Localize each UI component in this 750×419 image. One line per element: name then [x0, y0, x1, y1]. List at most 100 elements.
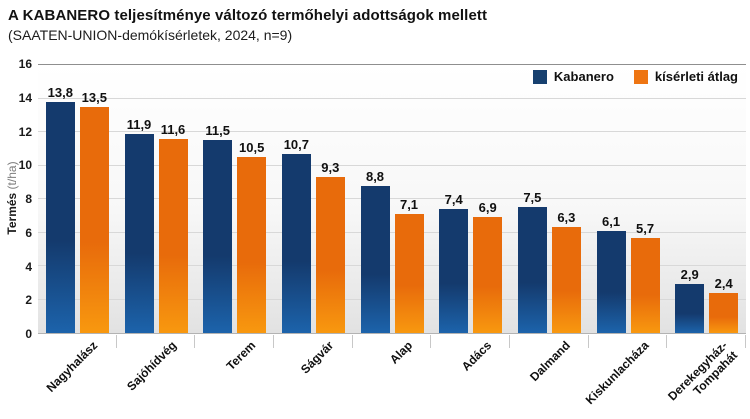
x-axis-tick	[194, 335, 196, 348]
bar-group: 11,5 10,5	[195, 65, 274, 333]
bar-column: 5,7	[630, 65, 660, 333]
y-tick-label: 2	[25, 293, 32, 308]
x-axis-tick	[587, 335, 589, 348]
legend-label: kísérleti átlag	[654, 69, 738, 84]
bar-value-label: 6,3	[557, 210, 576, 226]
bar-group: 7,5 6,3	[510, 65, 589, 333]
bar-column: 10,5	[237, 65, 267, 333]
bar-group: 11,9 11,6	[117, 65, 196, 333]
y-tick-label: 16	[18, 57, 32, 71]
x-category-label: Alap	[387, 338, 416, 367]
gridline	[38, 131, 746, 132]
x-category-label: Dalmand	[526, 338, 573, 385]
bar-value-label: 10,7	[283, 136, 309, 152]
bar-atlag	[158, 138, 188, 333]
bar-kabanero	[675, 284, 705, 333]
bar-column: 11,5	[203, 65, 233, 333]
legend-label: Kabanero	[553, 69, 614, 84]
x-category-label: Nagyhalász	[44, 338, 101, 395]
y-tick-label: 4	[25, 259, 32, 274]
gridline	[38, 97, 746, 99]
bar-atlag	[473, 217, 503, 333]
x-category-label: Adács	[458, 338, 495, 374]
x-category-label: Kiskunlacháza	[582, 338, 652, 408]
x-axis-cell: Sajóhídvég	[117, 335, 196, 419]
bar-kabanero	[517, 207, 547, 333]
legend-swatch	[633, 69, 648, 84]
x-category-label: Derekegyház- Tompahát	[664, 338, 740, 404]
y-axis-title-text: Termés	[5, 192, 19, 235]
bar-value-label: 13,8	[47, 84, 73, 100]
gridline	[38, 298, 746, 300]
bar-value-label: 13,5	[81, 89, 107, 105]
bar-group: 10,7 9,3	[274, 65, 353, 333]
legend: Kabanero kísérleti átlag	[532, 69, 738, 84]
x-axis-tick	[745, 335, 747, 348]
x-axis-cell: Terem	[195, 335, 275, 419]
bar-value-label: 2,9	[680, 267, 699, 283]
x-axis-tick	[273, 335, 275, 348]
bar-kabanero	[45, 101, 75, 333]
gridline	[38, 231, 746, 233]
bar-column: 7,1	[394, 65, 424, 333]
bar-value-label: 7,1	[399, 197, 419, 213]
bar-series: 13,8 13,5 11,9 11,6 11,5 10,5 10,7 9,3 8,8 7,1 7,4…	[38, 65, 746, 333]
bar-column: 9,3	[315, 65, 345, 333]
x-axis-cell: Nagyhalász	[38, 335, 117, 419]
x-axis-tick	[430, 335, 432, 348]
bar-value-label: 6,1	[601, 213, 621, 229]
bar-column: 10,7	[281, 65, 311, 333]
bar-atlag	[394, 214, 424, 333]
x-axis-cell: Alap	[353, 335, 432, 419]
bar-atlag	[237, 157, 267, 333]
bar-group: 8,8 7,1	[353, 65, 432, 333]
y-axis-title: Termés (t/ha)	[5, 142, 19, 254]
bar-group: 6,1 5,7	[589, 65, 668, 333]
bar-column: 8,8	[360, 65, 390, 333]
x-axis-tick	[666, 335, 668, 348]
bar-column: 11,9	[124, 65, 154, 333]
bar-group: 7,4 6,9	[431, 65, 510, 333]
y-tick-label: 12	[18, 124, 32, 139]
bar-column: 6,9	[473, 65, 503, 333]
bar-column: 2,4	[709, 65, 739, 333]
bar-column: 6,3	[551, 65, 581, 333]
x-axis-tick	[351, 335, 353, 348]
gridline	[38, 198, 746, 199]
x-axis-cell: Ságvár	[274, 335, 353, 419]
bar-kabanero	[203, 140, 233, 333]
x-axis-cell: Kiskunlacháza	[583, 335, 668, 419]
legend-swatch	[532, 69, 547, 84]
x-axis-tick	[509, 335, 511, 348]
bar-kabanero	[596, 230, 626, 333]
x-axis-cell: Derekegyház- Tompahát	[664, 335, 747, 419]
bar-column: 7,4	[439, 65, 469, 333]
legend-item: Kabanero	[532, 69, 614, 84]
legend-item: kísérleti átlag	[633, 69, 738, 84]
bar-atlag	[315, 177, 345, 333]
bar-value-label: 5,7	[635, 220, 655, 236]
gridline	[38, 164, 746, 166]
chart-title: A KABANERO teljesítménye változó termőhe…	[8, 7, 488, 24]
bar-atlag	[551, 227, 581, 333]
chart-subtitle: (SAATEN-UNION-demókísérletek, 2024, n=9)	[8, 27, 293, 43]
bar-group: 2,9 2,4	[667, 65, 746, 333]
bar-atlag	[630, 237, 660, 333]
x-axis-cell: Dalmand	[510, 335, 589, 419]
bar-value-label: 7,4	[444, 192, 463, 208]
bar-value-label: 9,3	[321, 160, 340, 176]
bar-atlag	[79, 106, 109, 333]
y-tick-label: 0	[25, 327, 32, 341]
bar-kabanero	[439, 209, 469, 333]
bar-column: 11,6	[158, 65, 188, 333]
bar-column: 6,1	[596, 65, 626, 333]
y-tick-label: 14	[18, 90, 32, 105]
x-category-label: Terem	[223, 338, 259, 374]
bar-value-label: 11,9	[126, 116, 152, 132]
bar-column: 2,9	[675, 65, 705, 333]
bar-column: 13,5	[79, 65, 109, 333]
bar-value-label: 11,5	[205, 123, 230, 139]
bar-value-label: 2,4	[714, 275, 733, 291]
plot-area: 13,8 13,5 11,9 11,6 11,5 10,5 10,7 9,3 8,8 7,1 7,4…	[38, 64, 746, 334]
